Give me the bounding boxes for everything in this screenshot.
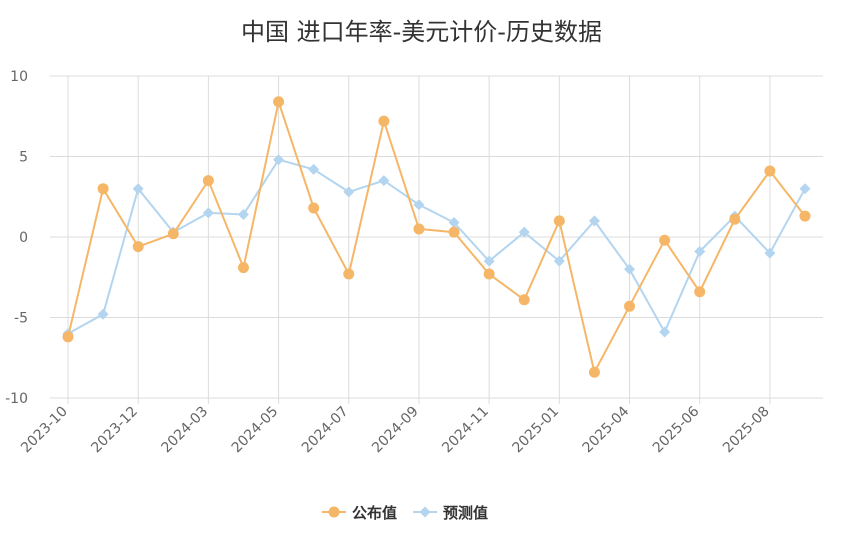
x-tick-label: 2025-01: [509, 404, 562, 457]
legend-item-actual-marker[interactable]: [328, 506, 340, 518]
data-point-forecast[interactable]: [659, 326, 671, 338]
data-point-forecast[interactable]: [553, 255, 565, 267]
x-tick-label: 2025-06: [650, 403, 703, 456]
legend-item-actual-label[interactable]: 公布值: [352, 504, 397, 522]
x-tick-label: 2024-07: [299, 404, 352, 457]
data-point-forecast[interactable]: [764, 247, 776, 259]
legend-item-forecast-marker[interactable]: [419, 506, 431, 518]
x-tick-label: 2024-09: [369, 404, 422, 457]
data-point-actual[interactable]: [378, 115, 390, 127]
data-point-forecast[interactable]: [202, 207, 214, 219]
data-point-actual[interactable]: [202, 175, 214, 187]
data-point-forecast[interactable]: [237, 208, 249, 220]
data-point-actual[interactable]: [97, 183, 109, 195]
y-tick-label: -10: [5, 391, 28, 407]
data-point-actual[interactable]: [764, 165, 776, 177]
y-tick-label: -5: [14, 311, 28, 327]
data-point-actual[interactable]: [518, 294, 530, 306]
data-point-actual[interactable]: [62, 331, 74, 343]
x-tick-label: 2024-03: [159, 404, 212, 457]
data-point-forecast[interactable]: [413, 199, 425, 211]
data-point-actual[interactable]: [588, 366, 600, 378]
data-point-actual[interactable]: [624, 300, 636, 312]
legend-item-forecast-label[interactable]: 预测值: [443, 504, 488, 522]
data-point-forecast[interactable]: [624, 263, 636, 275]
y-tick-label: 5: [19, 150, 28, 166]
x-tick-label: 2024-11: [439, 404, 492, 457]
data-point-actual[interactable]: [553, 215, 565, 227]
data-point-actual[interactable]: [659, 234, 671, 246]
data-point-forecast[interactable]: [518, 226, 530, 238]
data-point-actual[interactable]: [799, 210, 811, 222]
data-point-actual[interactable]: [237, 262, 249, 274]
data-point-forecast[interactable]: [273, 154, 285, 166]
y-tick-label: 0: [19, 230, 28, 246]
data-point-actual[interactable]: [483, 268, 495, 280]
data-point-forecast[interactable]: [132, 183, 144, 195]
data-point-forecast[interactable]: [308, 163, 320, 175]
data-point-actual[interactable]: [343, 268, 355, 280]
data-point-forecast[interactable]: [378, 175, 390, 187]
data-point-forecast[interactable]: [483, 255, 495, 267]
series-line-actual: [67, 97, 806, 376]
chart-title: 中国 进口年率-美元计价-历史数据: [241, 18, 602, 46]
data-point-actual[interactable]: [273, 96, 285, 108]
data-point-actual[interactable]: [308, 202, 320, 214]
data-point-actual[interactable]: [729, 213, 741, 225]
data-point-forecast[interactable]: [97, 308, 109, 320]
data-point-forecast[interactable]: [343, 186, 355, 198]
data-point-forecast[interactable]: [448, 217, 460, 229]
data-point-actual[interactable]: [132, 241, 144, 253]
x-tick-label: 2023-10: [18, 404, 71, 457]
data-point-actual[interactable]: [448, 226, 460, 238]
y-tick-label: 10: [10, 69, 28, 85]
data-point-actual[interactable]: [167, 228, 179, 240]
data-point-forecast[interactable]: [588, 215, 600, 227]
data-point-actual[interactable]: [694, 286, 706, 298]
series-line-forecast: [67, 158, 806, 335]
x-tick-label: 2024-05: [229, 404, 282, 457]
data-point-forecast[interactable]: [799, 183, 811, 195]
x-tick-label: 2025-04: [580, 403, 633, 456]
data-point-actual[interactable]: [413, 223, 425, 235]
data-point-forecast[interactable]: [694, 245, 706, 257]
x-tick-label: 2025-08: [720, 404, 773, 457]
x-tick-label: 2023-12: [88, 404, 141, 457]
